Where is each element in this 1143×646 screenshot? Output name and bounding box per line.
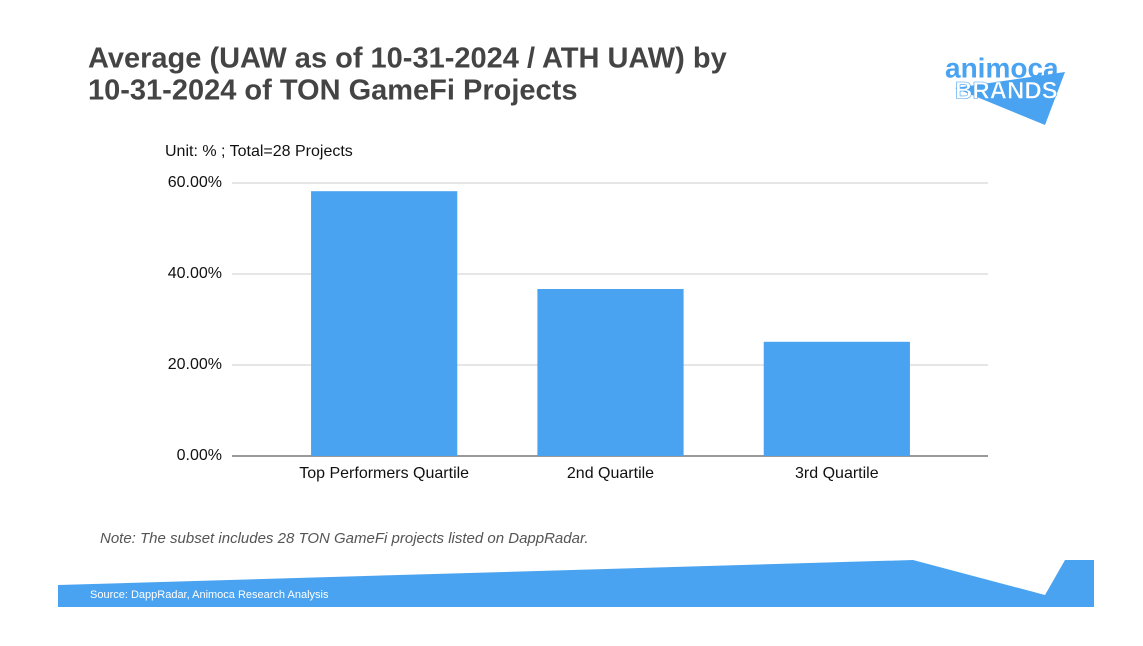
unit-label: Unit: % ; Total=28 Projects	[165, 143, 353, 160]
logo-text: animoca	[945, 52, 1059, 83]
note: Note: The subset includes 28 TON GameFi …	[100, 530, 589, 547]
chart-title: 10-31-2024 of TON GameFi Projects	[88, 75, 577, 107]
y-tick-label: 20.00%	[168, 356, 222, 373]
x-tick-label: Top Performers Quartile	[299, 465, 469, 482]
logo-shape	[955, 72, 1065, 125]
bar	[311, 191, 458, 456]
bar	[763, 341, 910, 456]
logo-text: BRANDS	[955, 77, 1058, 104]
y-tick-label: 40.00%	[168, 265, 222, 282]
y-tick-label: 0.00%	[177, 447, 222, 464]
logo: animoca BRANDS	[945, 52, 1065, 125]
footer-band	[58, 560, 1094, 607]
source: Source: DappRadar, Animoca Research Anal…	[90, 589, 329, 601]
x-tick-label: 3rd Quartile	[795, 465, 879, 482]
plot: 0.00% 20.00% 40.00% 60.00% Top Performers Qu…	[168, 174, 988, 482]
y-tick-label: 60.00%	[168, 174, 222, 191]
x-tick-label: 2nd Quartile	[567, 465, 654, 482]
bar	[537, 289, 684, 456]
chart-title: Average (UAW as of 10-31-2024 / ATH UAW)…	[88, 43, 727, 75]
